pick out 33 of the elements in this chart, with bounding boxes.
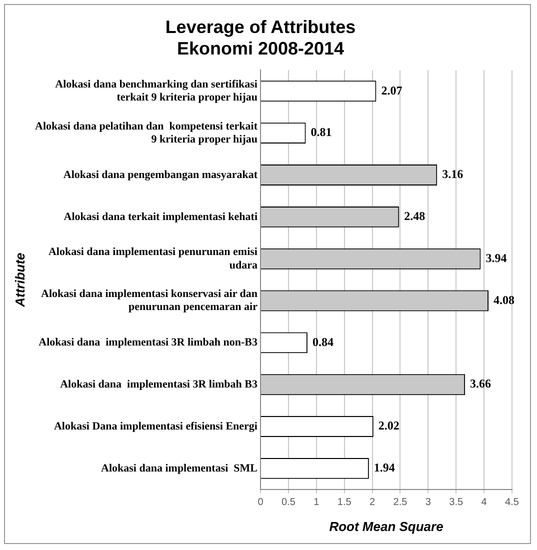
data-label: 2.07 [381,83,402,98]
x-tick-label: 4.5 [505,497,520,508]
x-tick-label: 1.5 [337,497,352,508]
y-tick-label: Alokasi dana pelatihan dan kompetensi terkait 9 kriteria proper hijau [35,120,258,146]
y-tick-label: Alokasi dana implementasi penurunan emisi udara [48,246,258,272]
data-label: 3.16 [442,167,464,182]
y-tick-label: Alokasi dana benchmarking dan sertifikasi terkait 9 kriteria proper hijau [55,78,258,104]
y-tick-label: Alokasi dana implementasi 3R limbah B3 [60,378,258,390]
data-label: 0.84 [312,334,334,349]
y-tick-label: Alokasi dana pengembangan masyarakat [63,168,258,181]
x-tick-label: 2.5 [393,497,408,508]
y-axis-title: Attribute [12,252,28,308]
x-tick-label: 0 [258,497,264,508]
y-tick-label: Alokasi dana implementasi 3R limbah non-B3 [38,336,258,349]
data-label: 2.48 [404,209,426,224]
x-tick-label: 0.5 [281,497,296,508]
x-tick-label: 1 [314,497,320,508]
x-tick-label: 3 [425,497,432,508]
data-label: 4.08 [494,292,515,307]
data-label: 0.81 [310,125,332,140]
x-tick-label: 3.5 [449,497,464,508]
x-tick-label: 4 [481,497,488,508]
y-tick-label: Alokasi Dana implementasi efisiensi Energi [54,420,258,432]
y-tick-label: Alokasi dana implementasi SML [101,462,258,474]
data-label: 2.02 [378,418,400,433]
data-label: 1.94 [374,460,395,475]
x-axis-title: Root Mean Square [329,518,444,534]
chart-title: Leverage of Attributes Ekonomi 2008-2014 [165,16,356,58]
y-tick-label: Alokasi dana terkait implementasi kehati [64,210,258,223]
y-tick-label: Alokasi dana implementasi konservasi air dan penurunan pencemaran air [41,288,258,314]
x-tick-label: 2 [369,497,376,508]
data-label: 3.66 [470,376,492,391]
data-label: 3.94 [486,250,507,265]
